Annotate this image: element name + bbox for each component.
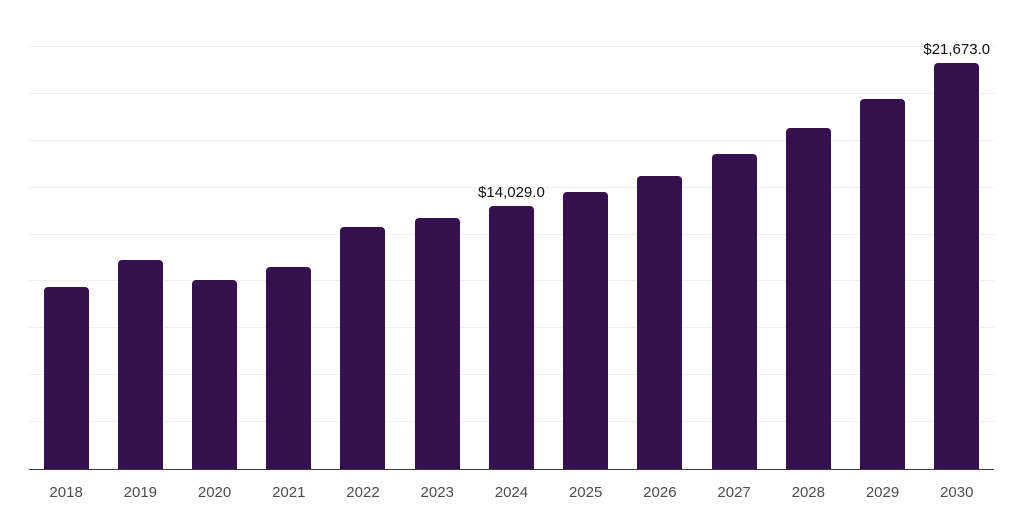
x-tick-2020: 2020 bbox=[197, 484, 232, 501]
x-tick-2021: 2021 bbox=[272, 484, 306, 501]
data-label-2030: $21,673.0 bbox=[923, 40, 991, 58]
bar-slot-2023 bbox=[414, 217, 460, 469]
bar-slot-2029 bbox=[860, 98, 906, 469]
bar-2029 bbox=[860, 98, 906, 469]
gridline bbox=[29, 186, 994, 188]
bar-2030 bbox=[934, 62, 980, 469]
bar-slot-2024: $14,029.0 bbox=[478, 184, 545, 469]
data-label-2024: $14,029.0 bbox=[478, 184, 545, 202]
x-tick-2018: 2018 bbox=[49, 484, 83, 501]
x-tick-2025: 2025 bbox=[568, 484, 603, 501]
bar-2028 bbox=[785, 127, 831, 469]
bar-slot-2028 bbox=[785, 127, 831, 469]
bar-2025 bbox=[563, 191, 609, 469]
x-tick-2023: 2023 bbox=[420, 484, 454, 501]
gridline bbox=[29, 45, 994, 47]
bar-slot-2021 bbox=[266, 266, 312, 469]
bar-2021 bbox=[266, 266, 312, 469]
bar-slot-2027 bbox=[711, 154, 757, 469]
bar-2020 bbox=[192, 280, 238, 469]
gridline bbox=[29, 139, 994, 141]
x-tick-2030: 2030 bbox=[940, 484, 974, 501]
bars-container: $14,029.0 $21,673.0 bbox=[29, 0, 994, 469]
bar-slot-2022 bbox=[340, 226, 386, 469]
x-tick-2019: 2019 bbox=[123, 484, 158, 501]
x-tick-2026: 2026 bbox=[643, 484, 677, 501]
bar-slot-2026 bbox=[637, 175, 683, 469]
bar-slot-2025 bbox=[563, 191, 609, 469]
plot-area: $14,029.0 $21,673.0 bbox=[29, 0, 994, 470]
bar-2022 bbox=[340, 226, 386, 469]
bar-2023 bbox=[414, 217, 460, 469]
x-tick-2028: 2028 bbox=[791, 484, 825, 501]
bar-slot-2030: $21,673.0 bbox=[923, 41, 990, 469]
bar-slot-2019 bbox=[117, 259, 163, 469]
x-axis: 2018 2019 2020 2021 2022 2023 2024 2025 2026 2027… bbox=[29, 470, 994, 501]
x-tick-2029: 2029 bbox=[865, 484, 900, 501]
x-tick-2024: 2024 bbox=[494, 484, 529, 501]
bar-2024 bbox=[488, 206, 534, 469]
bar-2027 bbox=[711, 154, 757, 469]
x-tick-2022: 2022 bbox=[346, 484, 380, 501]
bar-2019 bbox=[117, 259, 163, 469]
bar-2018 bbox=[43, 287, 89, 469]
x-tick-2027: 2027 bbox=[717, 484, 751, 501]
bar-2026 bbox=[637, 175, 683, 469]
bar-slot-2020 bbox=[192, 280, 238, 469]
bar-slot-2018 bbox=[43, 287, 89, 469]
gridline bbox=[29, 92, 994, 94]
